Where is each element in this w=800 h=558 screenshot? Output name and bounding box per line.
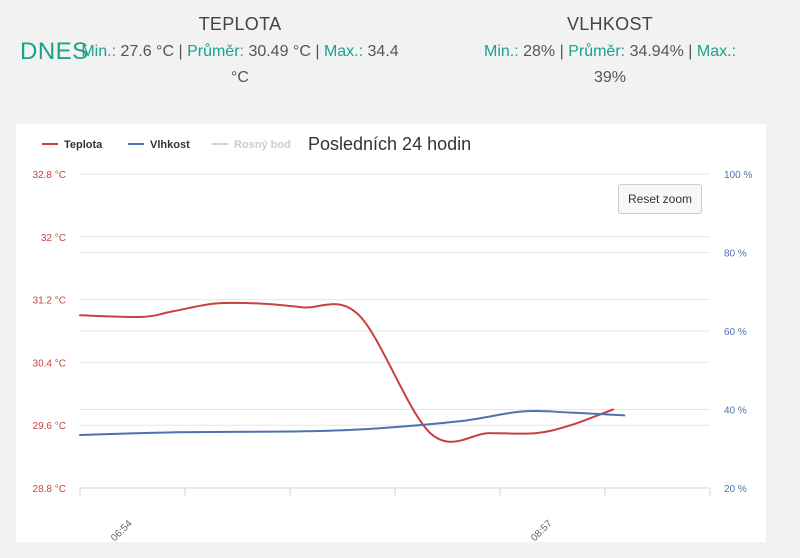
y-right-tick-label: 40 %	[724, 406, 747, 417]
series-lines	[79, 301, 626, 443]
series-line-teplota[interactable]	[79, 301, 614, 443]
y-left-tick-label: 28.8 °C	[33, 484, 66, 495]
y-left-tick-label: 32 °C	[41, 233, 66, 244]
humidity-max-label: Max.:	[696, 43, 737, 60]
temperature-avg-label: Průměr:	[187, 43, 244, 60]
separator: |	[559, 43, 564, 60]
legend-label-vlhkost: Vlhkost	[150, 139, 190, 151]
axes: 28.8 °C 29.6 °C 30.4 °C 31.2 °C 32 °C 32.8 °C…	[33, 170, 753, 544]
x-tick-label: 08:57	[529, 518, 555, 542]
temperature-min-label: Min.:	[81, 43, 117, 60]
grid-lines	[80, 173, 710, 489]
temperature-avg-value: 30.49 °C	[248, 43, 311, 60]
humidity-avg-value: 34.94%	[629, 43, 684, 60]
chart-canvas[interactable]: 28.8 °C 29.6 °C 30.4 °C 31.2 °C 32 °C 32.8 °C…	[16, 124, 766, 544]
y-left-tick-label: 29.6 °C	[33, 421, 66, 432]
temperature-max-unit: °C	[231, 69, 249, 86]
chart-card: 28.8 °C 29.6 °C 30.4 °C 31.2 °C 32 °C 32.8 °C…	[16, 124, 766, 544]
y-right-tick-label: 20 %	[724, 484, 747, 495]
separator: |	[178, 43, 183, 60]
temperature-heading: TEPLOTA	[198, 14, 282, 34]
humidity-min-value: 28%	[523, 43, 556, 60]
humidity-stats-line: Min.: 28% | Průměr: 34.94% | Max.: 39%	[462, 39, 758, 91]
legend-item-rosny-bod[interactable]: Rosný bod	[212, 139, 291, 151]
temperature-max-value: 34.4	[367, 43, 399, 60]
legend-item-teplota[interactable]: Teplota	[42, 139, 103, 151]
y-right-tick-label: 60 %	[724, 327, 747, 338]
legend-label-teplota: Teplota	[64, 139, 103, 151]
humidity-min-label: Min.:	[483, 43, 519, 60]
separator: |	[688, 43, 693, 60]
y-right-tick-label: 100 %	[724, 170, 752, 181]
temperature-min-value: 27.6 °C	[120, 43, 175, 60]
y-left-tick-label: 30.4 °C	[33, 358, 66, 369]
today-label: DNES	[20, 38, 89, 65]
series-line-vlhkost[interactable]	[79, 409, 626, 436]
temperature-max-label: Max.:	[323, 43, 364, 60]
x-tick-label: 06:54	[109, 518, 135, 542]
temperature-stats: TEPLOTA Min.: 27.6 °C | Průměr: 30.49 °C…	[20, 14, 460, 91]
separator: |	[315, 43, 320, 60]
legend-item-vlhkost[interactable]: Vlhkost	[128, 139, 190, 151]
legend: Teplota Vlhkost Rosný bod	[42, 139, 291, 151]
y-left-tick-label: 32.8 °C	[33, 170, 66, 181]
legend-label-rosny-bod: Rosný bod	[234, 139, 291, 151]
y-right-tick-label: 80 %	[724, 249, 747, 260]
temperature-stats-line: Min.: 27.6 °C | Průměr: 30.49 °C | Max.:…	[20, 39, 460, 91]
reset-zoom-button[interactable]: Reset zoom	[618, 184, 702, 214]
humidity-avg-label: Průměr:	[568, 43, 626, 60]
y-left-tick-label: 31.2 °C	[33, 296, 66, 307]
humidity-max-value: 39%	[593, 69, 627, 86]
chart-title: Posledních 24 hodin	[308, 134, 471, 154]
humidity-stats: VLHKOST Min.: 28% | Průměr: 34.94% | Max…	[462, 14, 758, 91]
humidity-heading: VLHKOST	[566, 14, 654, 34]
